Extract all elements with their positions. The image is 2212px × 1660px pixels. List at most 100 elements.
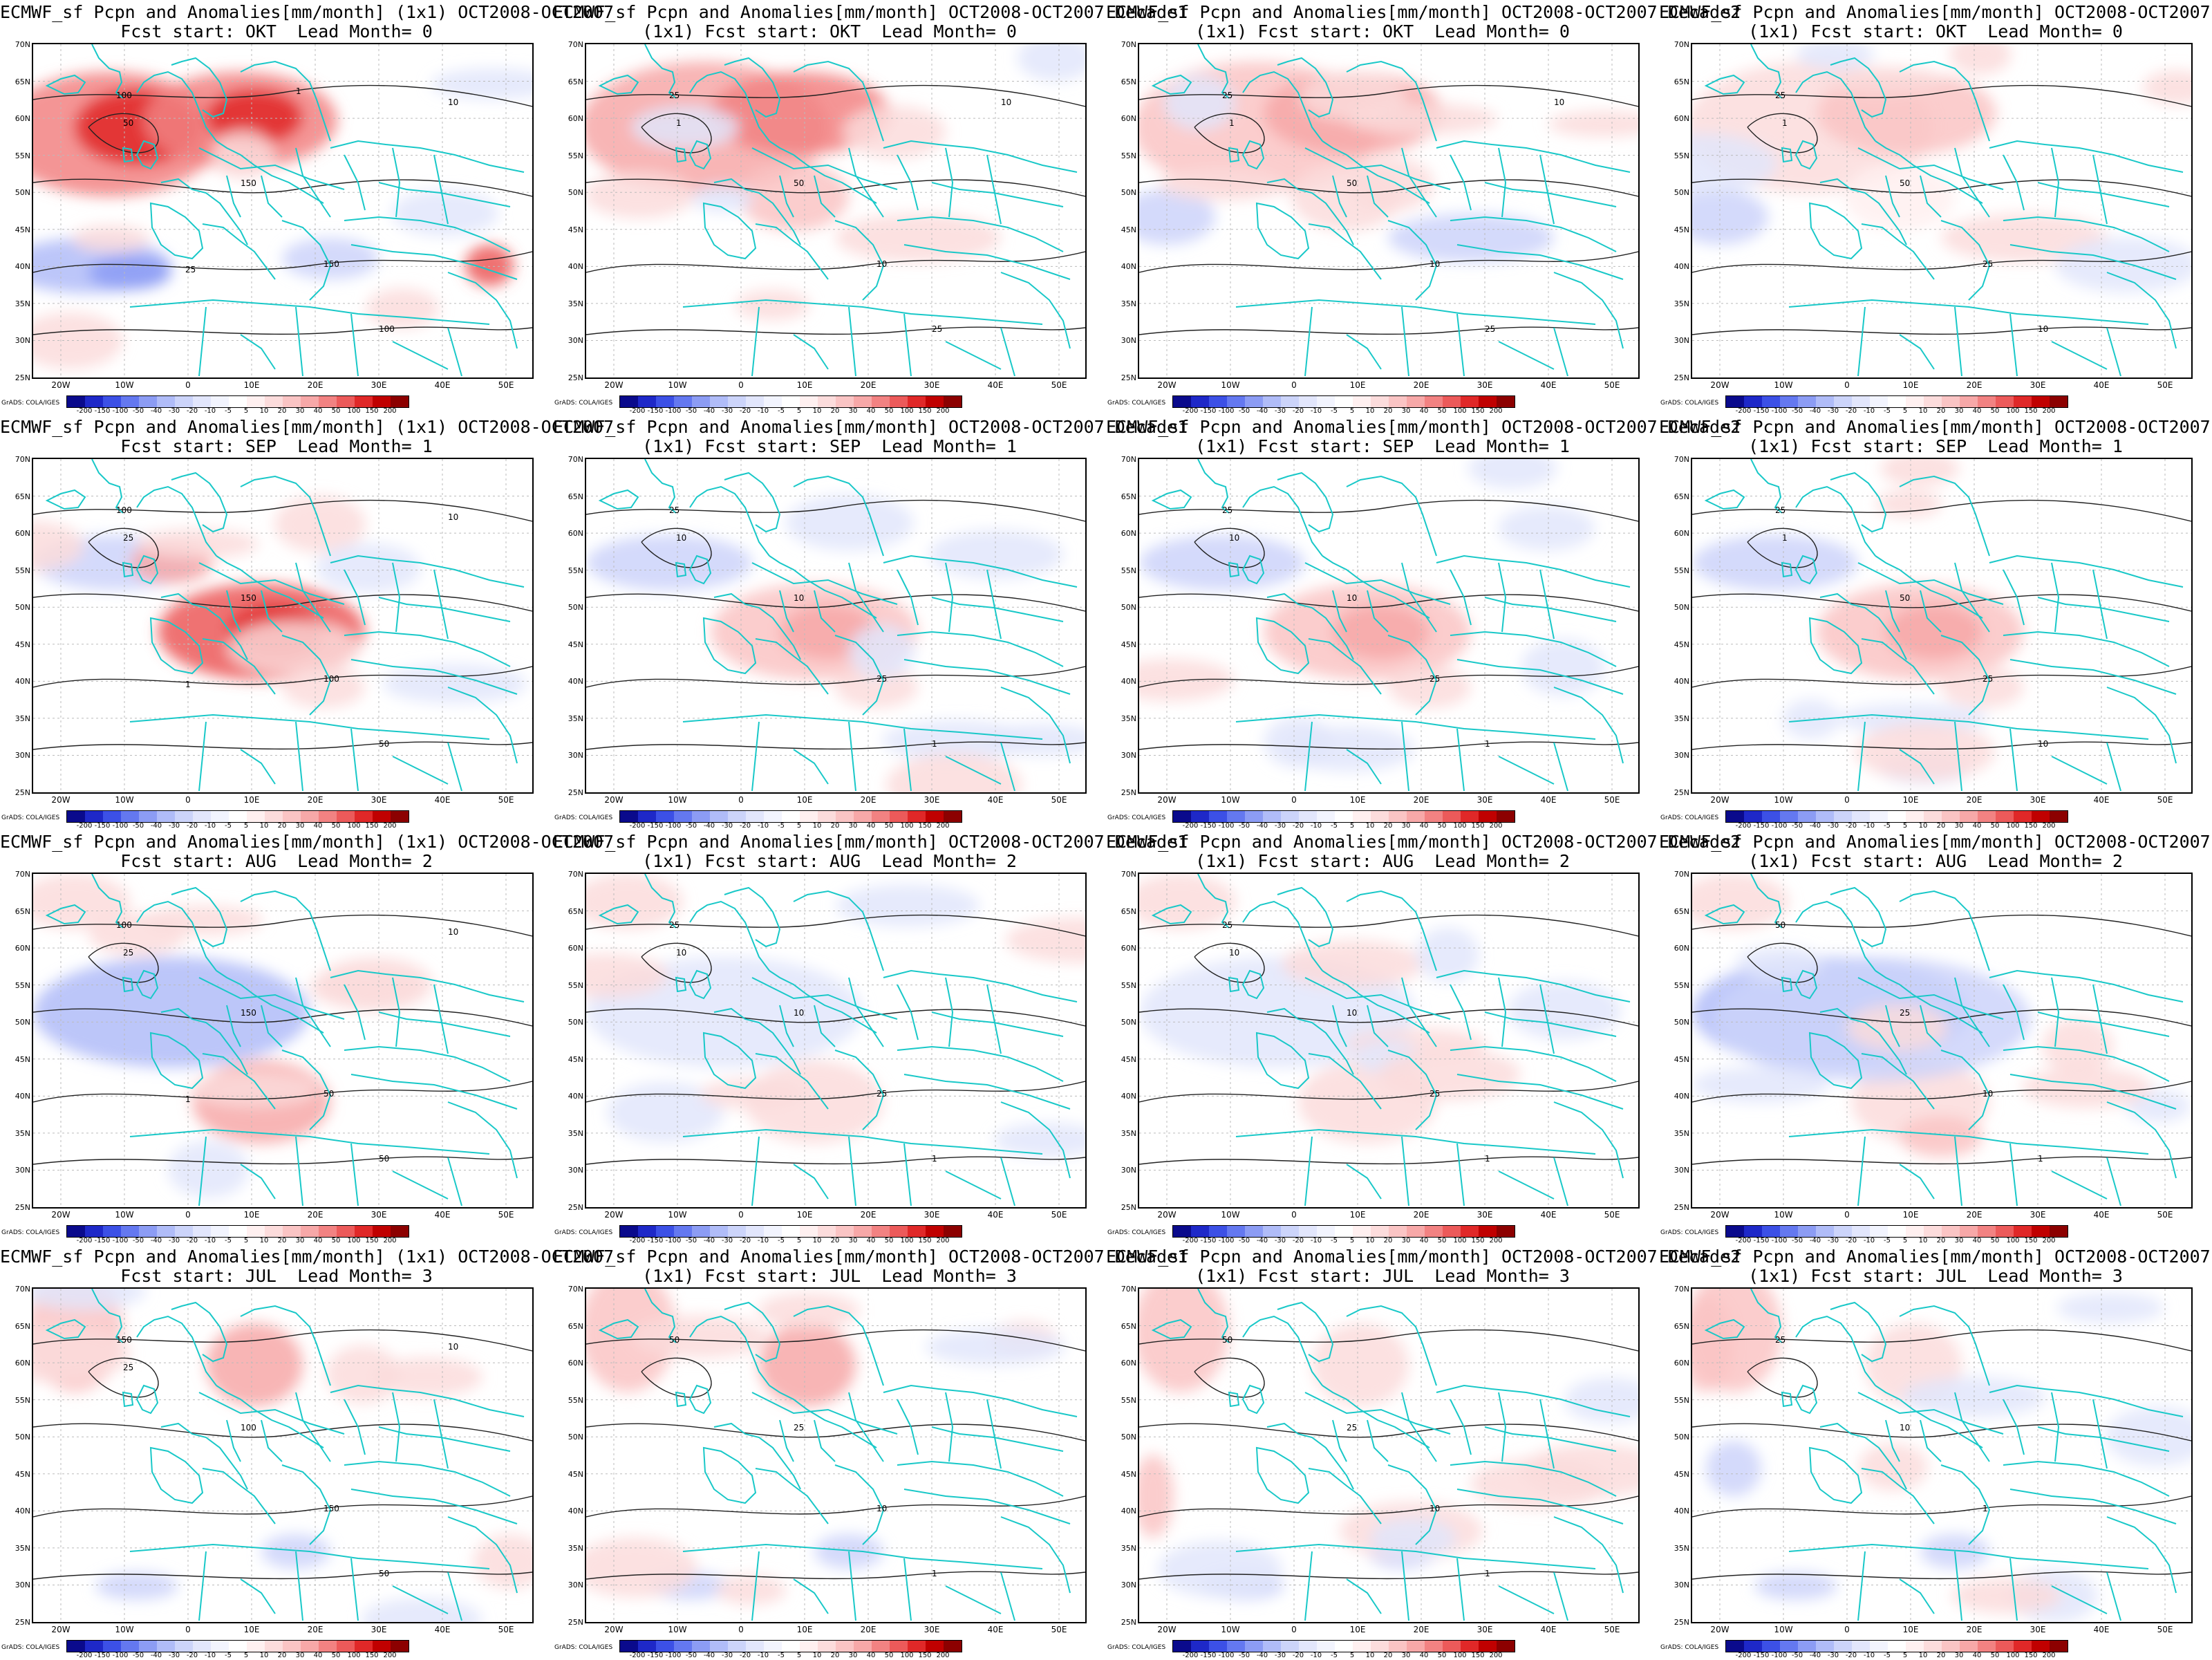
coastline-border [682,299,1043,325]
colorbar-tick-label: 5 [243,407,249,415]
panel-subtitle: (1x1) Fcst start: AUG Lead Month= 2 [1748,851,2123,871]
colorbar-swatch [764,1641,782,1652]
colorbar-tick-label: -30 [1274,1652,1286,1659]
coastline-border [755,1468,829,1524]
latitude-label: 70N [568,1285,583,1294]
colorbar-swatch [1353,1226,1371,1237]
colorbar-tick-label: -150 [1753,822,1770,830]
coastline-border [1539,154,1555,225]
anomaly-shading [206,89,303,144]
coastline-border [392,341,449,370]
colorbar-swatch [782,811,800,822]
coastline-border [986,1399,1002,1469]
latitude-label: 65N [15,77,30,86]
colorbar-swatch [1317,1641,1335,1652]
colorbar-swatch [1227,396,1245,407]
latitude-label: 30N [1121,336,1136,346]
latitude-label: 65N [568,1321,583,1331]
anomaly-shading [2055,237,2191,292]
latitude-label: 30N [1674,336,1689,346]
anomaly-shading [1951,1578,2062,1614]
map-panel: ECMWF_sf Pcpn and Anomalies[mm/month] (1… [0,415,614,830]
colorbar-tick-label: 150 [1471,822,1485,830]
contour-label: 50 [1900,178,1910,188]
colorbar-swatch [103,1226,121,1237]
longitude-label: 10W [1221,380,1240,390]
colorbar-swatch [229,1226,247,1237]
contour-label: 25 [1775,91,1785,100]
colorbar-tick-label: 5 [1902,1652,1908,1659]
longitude-label: 0 [1291,795,1297,805]
longitude-label: 20E [307,1210,324,1220]
longitude-label: 20W [51,380,71,390]
colorbar-swatch [157,396,175,407]
longitude-label: 50E [498,380,514,390]
precipitation-contour [586,326,1085,335]
colorbar-swatch [211,1641,229,1652]
longitude-label: 50E [1604,1210,1620,1220]
longitude-label: 30E [371,795,387,805]
anomaly-shading [2021,1067,2152,1108]
coastline-border [344,1045,511,1082]
latitude-label: 60N [568,114,583,124]
colorbar-swatch [193,1226,211,1237]
coastline-border [598,1318,639,1340]
latitude-label: 50N [568,1433,583,1442]
coastline-border [160,1007,248,1075]
coastline-border [1450,154,1472,211]
longitude-label: 30E [2030,1625,2046,1634]
coastline-border [1498,147,1507,218]
contour-label: 50 [794,178,804,188]
precipitation-contour [586,1156,1085,1165]
coastline-border [392,756,449,785]
colorbar-tick-label: -150 [1753,407,1770,415]
colorbar-swatch [1281,1226,1299,1237]
coastline-border [2009,659,2177,695]
anomaly-shading [1875,489,1942,518]
panel-subtitle: (1x1) Fcst start: SEP Lead Month= 1 [1748,436,2123,456]
coastline-border [986,984,1002,1054]
latitude-label: 70N [1121,40,1136,49]
latitude-label: 30N [568,1580,583,1590]
colorbar-swatch [1870,1641,1888,1652]
colorbar-tick-label: -20 [739,407,751,415]
colorbar-swatch [854,811,872,822]
coastline-border [903,659,1071,695]
latitude-label: 70N [1674,40,1689,49]
coastline-border [135,140,159,170]
colorbar-tick-label: 40 [1972,407,1982,415]
longitude-label: 10E [796,1210,813,1220]
colorbar-swatch [1870,811,1888,822]
colorbar-tick-label: 50 [884,1652,894,1659]
grads-credit: GrADS: COLA/IGES [1107,814,1166,821]
colorbar-tick-label: -30 [168,822,180,830]
contour-label: 10 [1430,1504,1440,1513]
colorbar-tick-label: -5 [225,407,232,415]
map-panel: ECMWF_sf Pcpn and Anomalies[mm/month] OC… [1659,830,2212,1245]
colorbar-tick-label: -30 [1274,822,1286,830]
colorbar-swatch [782,396,800,407]
longitude-label: 40E [987,1625,1004,1634]
colorbar-swatch [283,1641,301,1652]
colorbar-tick-label: -10 [1863,822,1875,830]
coastline-border [1989,1384,2184,1417]
panel-subtitle: (1x1) Fcst start: SEP Lead Month= 1 [1195,436,1570,456]
coastline-border [2051,977,2060,1047]
coastline-border [216,1385,324,1448]
contour-label: 25 [1430,674,1440,684]
colorbar-tick-label: 100 [347,407,361,415]
coastline-border [1456,313,1465,377]
colorbar [1725,395,2068,408]
coastline-border [903,244,1071,280]
grads-credit: GrADS: COLA/IGES [1,1644,60,1651]
anomaly-shading [1692,1296,1734,1392]
coastline-border [1401,721,1409,792]
anomaly-shading [759,1323,856,1406]
longitude-label: 20W [51,1210,71,1220]
panel-title: ECMWF_sf Pcpn and Anomalies[mm/month] OC… [553,2,1188,22]
coastline-border [350,1558,359,1621]
colorbar-swatch [2032,396,2050,407]
colorbar-swatch [1996,396,2014,407]
coastline-border [769,140,877,204]
